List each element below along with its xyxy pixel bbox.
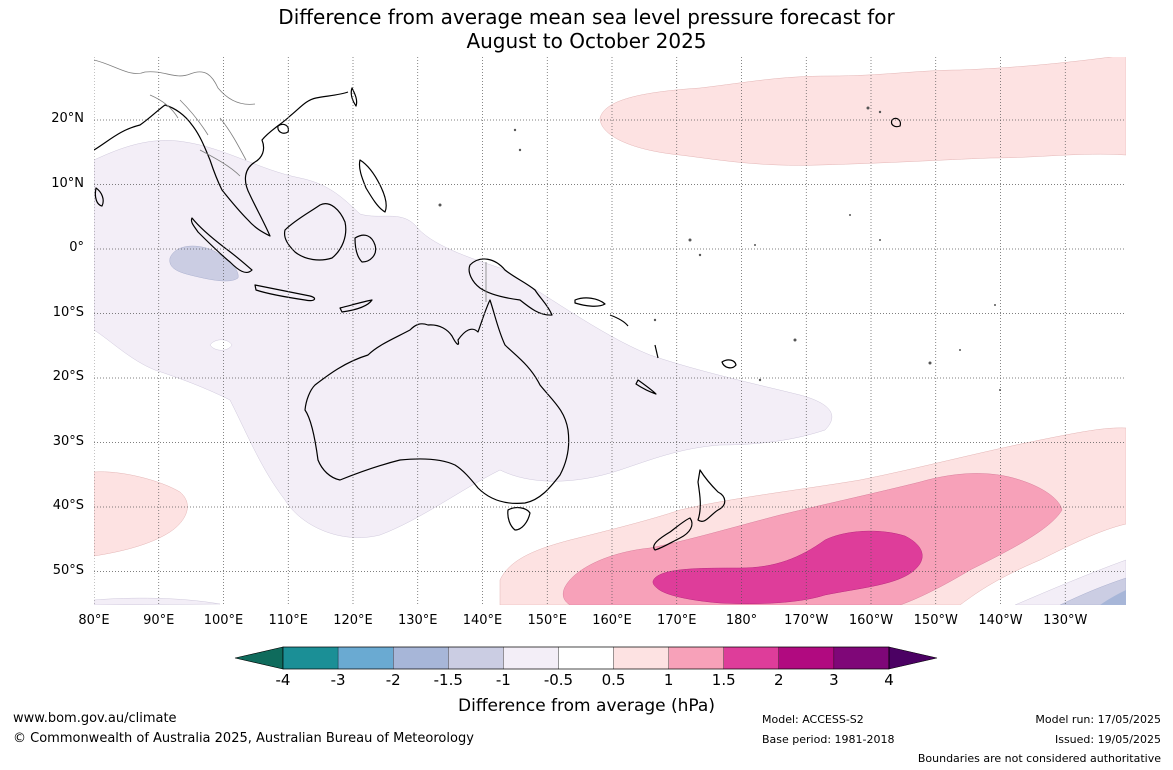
- longitude-label: 160°W: [848, 613, 894, 628]
- footer-issued: Issued: 19/05/2025: [1054, 733, 1161, 746]
- colorbar: [234, 646, 938, 670]
- colorbar-tick-label: -2: [385, 671, 401, 689]
- latitude-label: 30°S: [52, 433, 84, 449]
- colorbar-tick-label: -4: [275, 671, 291, 689]
- colorbar-extend-high: [888, 646, 938, 670]
- longitude-label: 110°E: [268, 613, 309, 628]
- longitude-label: 120°E: [333, 613, 373, 628]
- colorbar-tick-label: 2: [774, 671, 784, 689]
- colorbar-segment: [337, 646, 394, 670]
- colorbar-segment: [833, 646, 890, 670]
- australia-coastline: [304, 299, 570, 505]
- colorbar-title: Difference from average (hPa): [458, 696, 715, 716]
- footer-boundaries-note: Boundaries are not considered authoritat…: [917, 752, 1161, 765]
- colorbar-tick-label: -3: [330, 671, 346, 689]
- longitude-label: 130°E: [397, 613, 438, 628]
- vanuatu-coastline: [654, 344, 659, 359]
- weak-negative-region: [94, 140, 833, 538]
- philippines-coastline: [358, 159, 387, 213]
- graticule: [94, 57, 1126, 605]
- longitude-label: 140°E: [462, 613, 503, 628]
- colorbar-segment: [448, 646, 504, 670]
- weak-positive-north-pacific: [599, 57, 1126, 166]
- sulawesi-coastline: [354, 234, 377, 263]
- latitude-label: 40°S: [52, 498, 84, 513]
- longitude-label: 140°W: [978, 613, 1023, 628]
- longitude-label: 180°: [725, 613, 758, 628]
- fiji-coastline: [721, 359, 737, 369]
- sumatra-coastline: [190, 217, 253, 274]
- anomaly-contours: [94, 57, 1126, 605]
- colorbar-segment: [668, 646, 724, 670]
- colorbar-tick-label: 1: [663, 671, 674, 689]
- colorbar-segment: [282, 646, 339, 670]
- country-borders: [94, 59, 487, 302]
- new-zealand-north-coastline: [697, 469, 726, 522]
- longitude-label: 90°E: [143, 613, 175, 628]
- negative-region: [169, 245, 239, 282]
- pacific-islands: [438, 106, 1001, 391]
- colorbar-extend-low: [234, 646, 284, 670]
- mainland-asia-borders: [94, 59, 256, 177]
- weak-negative-hole: [209, 339, 233, 351]
- colorbar-outline: [282, 646, 890, 670]
- longitude-label: 160°E: [592, 613, 632, 628]
- weak-negative-south-edge: [94, 597, 221, 605]
- colorbar-segment: [393, 646, 449, 670]
- taiwan-coastline: [350, 87, 358, 107]
- colorbar-segment: [613, 646, 669, 670]
- latitude-label: 20°N: [51, 111, 84, 126]
- latitude-label: 0°: [69, 240, 84, 255]
- negative-southeast-corner: [1059, 577, 1126, 605]
- map-title-line-2: August to October 2025: [466, 29, 707, 53]
- coastlines: [94, 87, 901, 551]
- latitude-label: 50°S: [52, 562, 84, 578]
- footer-model: Model: ACCESS-S2: [762, 713, 864, 726]
- hainan-coastline: [277, 123, 289, 134]
- map-title-line-1: Difference from average mean sea level p…: [278, 5, 895, 29]
- footer-model-run: Model run: 17/05/2025: [1035, 713, 1161, 726]
- colorbar-tick-label: -1.5: [433, 671, 463, 689]
- hawaii-coastline: [890, 117, 901, 128]
- longitude-label: 170°E: [656, 613, 697, 628]
- footer-url: www.bom.gov.au/climate: [13, 711, 177, 726]
- sri-lanka-coastline: [94, 187, 104, 207]
- latitude-label: 10°N: [51, 175, 84, 191]
- new-caledonia-coastline: [635, 379, 657, 395]
- longitude-label: 170°W: [784, 613, 829, 628]
- colorbar-tick-label: 3: [829, 671, 839, 689]
- longitude-label: 80°E: [78, 613, 110, 628]
- map-panel: [94, 57, 1126, 605]
- latitude-label: 20°S: [52, 369, 84, 384]
- tasmania-coastline: [507, 507, 531, 531]
- new-guinea-coastline: [468, 258, 553, 316]
- borneo-coastline: [283, 203, 347, 261]
- colorbar-segment: [503, 646, 559, 670]
- longitude-label: 100°E: [203, 613, 244, 628]
- colorbar-tick-label: -0.5: [543, 671, 574, 689]
- colorbar-tick-label: -1: [495, 671, 511, 689]
- latitude-label: 10°S: [52, 304, 84, 320]
- solomon-islands-coastline: [609, 314, 629, 327]
- colorbar-tick-label: 4: [884, 671, 894, 689]
- colorbar-segment: [558, 646, 614, 670]
- footer-base-period: Base period: 1981-2018: [762, 733, 895, 746]
- java-coastline: [254, 284, 316, 302]
- colorbar-segment: [778, 646, 835, 670]
- new-zealand-south-coastline: [653, 517, 693, 551]
- moderate-negative-southeast-corner: [1100, 590, 1126, 605]
- strong-positive-core: [652, 530, 923, 604]
- footer-copyright: © Commonwealth of Australia 2025, Austra…: [13, 731, 474, 746]
- colorbar-tick-label: 1.5: [711, 671, 736, 689]
- colorbar-tick-label: 0.5: [601, 671, 626, 689]
- longitude-label: 150°W: [913, 613, 958, 628]
- weak-positive-south-indian: [94, 471, 188, 557]
- longitude-label: 130°W: [1043, 613, 1088, 628]
- longitude-label: 150°E: [527, 613, 568, 628]
- colorbar-segment: [723, 646, 779, 670]
- timor-coastline: [339, 299, 373, 313]
- new-britain-coastline: [574, 297, 606, 307]
